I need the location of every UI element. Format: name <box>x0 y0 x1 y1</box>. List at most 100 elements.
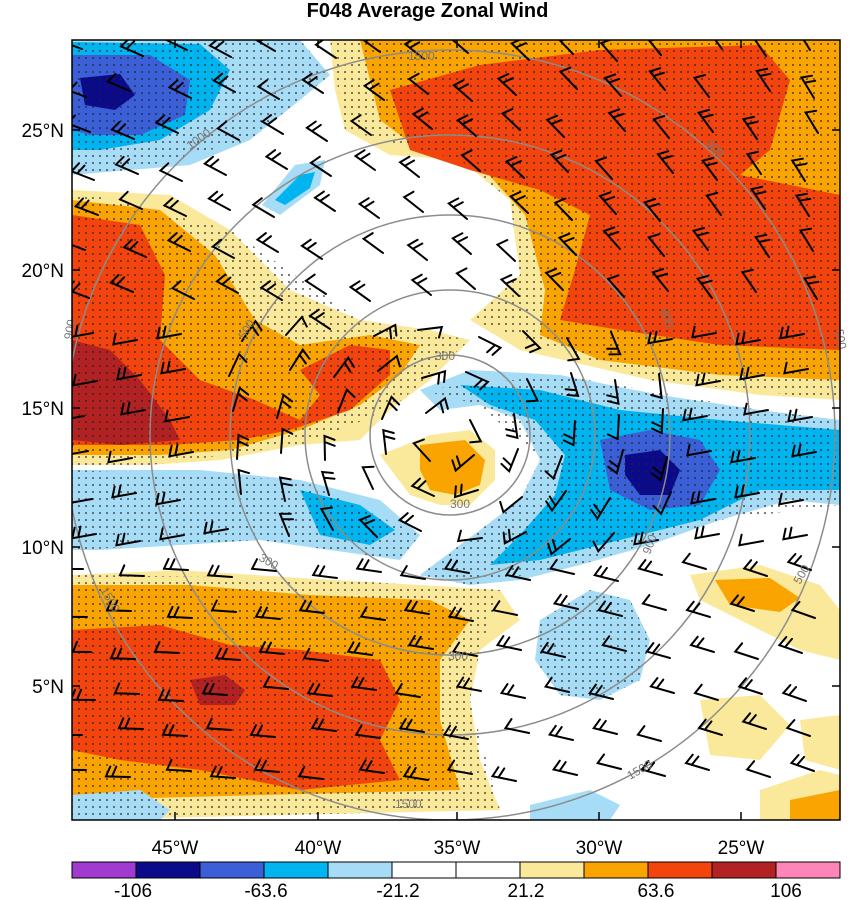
wind-barb <box>787 408 813 423</box>
wind-barb <box>305 120 328 142</box>
wind-barb <box>402 765 429 781</box>
wind-barb <box>348 280 371 302</box>
wind-barb <box>310 717 337 732</box>
wind-barb <box>113 682 140 695</box>
wind-barb <box>558 66 578 90</box>
wind-barb <box>119 40 144 57</box>
wind-barb <box>504 565 531 581</box>
wind-barb <box>417 325 444 339</box>
wind-barb <box>735 331 761 346</box>
wind-barb <box>601 635 627 652</box>
ring-label: 900 <box>61 318 78 340</box>
wind-barb <box>118 564 145 577</box>
wind-barb <box>309 155 332 177</box>
wind-barb <box>153 641 180 654</box>
wind-barb <box>544 267 564 291</box>
wind-barb <box>215 273 239 294</box>
map-title: F048 Average Zonal Wind <box>306 0 549 22</box>
wind-barb <box>72 324 94 338</box>
wind-barb <box>306 682 333 697</box>
wind-barb <box>650 408 664 435</box>
plot-frame <box>71 39 841 821</box>
latitude-label: 15°N <box>22 399 64 420</box>
wind-barb <box>553 197 573 221</box>
range-ring <box>369 354 531 516</box>
wind-barb <box>237 468 250 495</box>
colorbar-label: -106 <box>114 881 152 900</box>
longitude-label: 30°W <box>576 838 623 859</box>
wind-barb <box>656 150 674 174</box>
wind-barb <box>606 274 625 298</box>
wind-barb <box>355 558 382 573</box>
wind-barb <box>106 73 131 92</box>
wind-barb <box>742 559 768 577</box>
colorbar-label: 106 <box>770 881 802 900</box>
stippled-significance-area <box>72 575 500 820</box>
wind-barb <box>241 319 263 342</box>
colorbar-swatch <box>391 861 457 879</box>
wind-barb <box>552 593 579 610</box>
wind-barb <box>566 337 581 362</box>
wind-barb <box>495 239 516 262</box>
wind-barb <box>455 676 482 692</box>
wind-barb <box>598 191 617 215</box>
wind-barb <box>606 331 622 356</box>
wind-barb <box>755 67 772 92</box>
wind-barb <box>214 647 241 661</box>
wind-barb <box>499 683 526 699</box>
wind-barb <box>549 149 569 173</box>
wind-barb <box>490 766 517 782</box>
wind-barb <box>545 114 565 138</box>
colorbar-swatch <box>583 861 649 879</box>
wind-barb <box>72 640 92 653</box>
wind-barb <box>705 191 722 216</box>
wind-barb <box>72 758 87 771</box>
wind-barb <box>701 157 718 181</box>
wind-barb <box>109 274 134 293</box>
wind-barb <box>260 114 284 135</box>
wind-barb <box>504 156 525 179</box>
longitude-label: 45°W <box>152 838 199 859</box>
wind-barb <box>357 197 380 219</box>
wind-barb <box>323 434 336 461</box>
wind-barb <box>210 599 237 613</box>
wind-barb <box>791 443 817 458</box>
stippled-significance-area <box>72 470 420 560</box>
wind-barb <box>116 366 142 381</box>
wind-barb <box>253 759 280 773</box>
wind-barb <box>647 233 665 257</box>
wind-barb <box>684 753 710 771</box>
wind-barb <box>633 531 659 546</box>
wind-barb <box>643 198 661 222</box>
ring-label: 900 <box>657 306 677 330</box>
wind-barb <box>249 724 276 738</box>
wind-barb <box>544 455 563 481</box>
wind-barb <box>745 760 771 778</box>
wind-barb <box>165 758 192 772</box>
ring-label: 1500 <box>408 49 435 63</box>
wind-barb <box>158 162 183 182</box>
wind-barb <box>693 683 719 701</box>
wind-barb <box>562 420 576 447</box>
wind-barb <box>403 599 430 615</box>
wind-barb <box>228 352 248 377</box>
wind-barb <box>691 227 709 251</box>
wind-barb <box>695 372 721 387</box>
wind-barb <box>790 157 808 182</box>
wind-barb <box>592 718 618 735</box>
ring-label: 900 <box>640 532 660 556</box>
wind-barb <box>258 641 285 655</box>
wind-barb <box>496 73 517 96</box>
wind-barb <box>361 465 375 490</box>
wind-barb <box>154 114 179 134</box>
wind-barb <box>451 40 469 54</box>
wind-barb <box>373 323 398 340</box>
wind-barb <box>308 308 331 330</box>
wind-barb <box>412 438 431 462</box>
wind-barb <box>685 600 711 618</box>
wind-barb <box>502 528 527 545</box>
wind-barb <box>689 635 715 653</box>
latitude-label: 5°N <box>32 677 64 698</box>
wind-barb <box>402 190 424 213</box>
wind-barb <box>789 754 815 772</box>
